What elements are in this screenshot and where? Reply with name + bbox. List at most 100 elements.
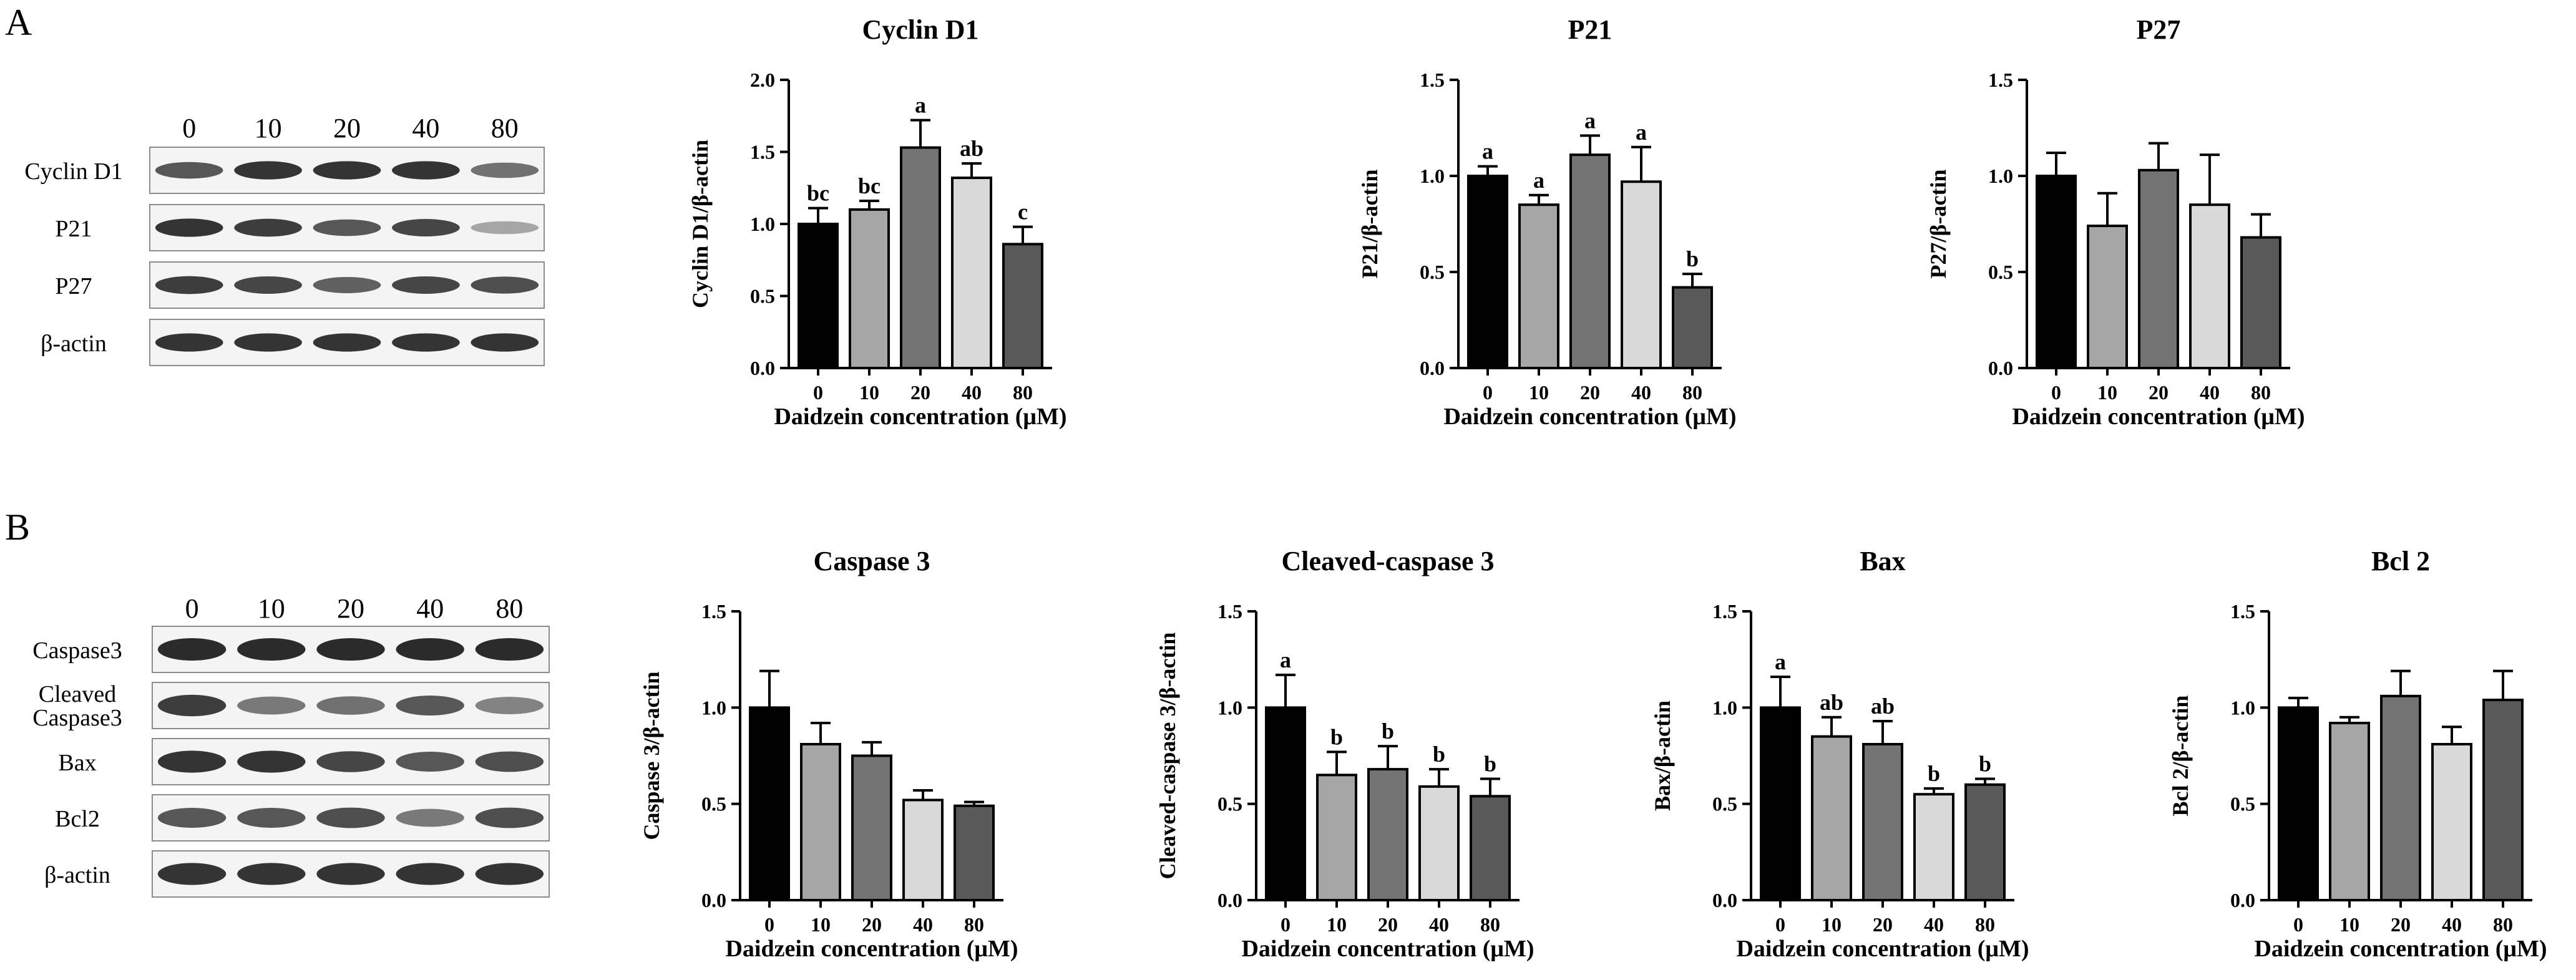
panel-letter-b: B: [5, 507, 30, 548]
y-tick-label: 1.5: [1420, 69, 1445, 91]
bar-chart: Caspase 3 0.0 0.5 1.0 1.5 Caspase 3/β-actin 0 1…: [639, 546, 1018, 962]
blot-band: [471, 162, 539, 178]
lane-label: 20: [333, 113, 361, 143]
blot-band: [392, 219, 460, 236]
chart-title: Bax: [1860, 546, 1905, 576]
y-tick-label: 1.5: [701, 600, 726, 623]
blot-band: [157, 694, 227, 717]
chart-title: Bcl 2: [2371, 546, 2430, 576]
blot-row-label: P27: [55, 273, 92, 299]
x-axis-label: Daidzein concentration (μM): [725, 936, 1018, 962]
bar: [849, 208, 890, 369]
x-tick-label: 20: [1378, 913, 1398, 936]
blot-band: [155, 162, 223, 179]
y-tick-label: 0.0: [750, 357, 775, 379]
bar: [1367, 768, 1408, 902]
lane-label: 0: [182, 113, 196, 143]
y-tick-label: 1.5: [750, 141, 775, 163]
bar: [2278, 706, 2319, 902]
x-axis-label: Daidzein concentration (μM): [2012, 404, 2305, 430]
bar: [2380, 694, 2421, 902]
bar: [1265, 706, 1306, 902]
bar: [2189, 203, 2230, 369]
chart-title: P27: [2137, 14, 2181, 45]
x-tick-label: 80: [1975, 913, 1995, 936]
blot-row-label: P21: [55, 216, 92, 242]
y-tick-label: 1.0: [1712, 696, 1737, 719]
significance-letter: a: [1482, 139, 1493, 164]
bar: [1672, 286, 1713, 370]
x-axis-label: Daidzein concentration (μM): [1443, 404, 1736, 430]
x-axis-label: Daidzein concentration (μM): [2254, 936, 2547, 962]
bar: [2240, 236, 2281, 369]
x-tick-label: 10: [1529, 381, 1549, 404]
bar: [1316, 774, 1357, 902]
x-tick-label: 10: [859, 381, 879, 404]
significance-letter: b: [1484, 752, 1496, 777]
significance-letter: b: [1686, 246, 1699, 271]
bar: [1002, 243, 1043, 369]
y-axis-label: Caspase 3/β-actin: [639, 672, 664, 840]
x-tick-label: 80: [1480, 913, 1500, 936]
significance-letter: a: [1636, 120, 1647, 145]
bar: [900, 146, 941, 369]
x-tick-label: 0: [1775, 913, 1785, 936]
blot-band: [313, 277, 381, 293]
y-tick-label: 0.5: [1988, 261, 2013, 283]
bar: [1470, 795, 1511, 901]
x-tick-label: 80: [2251, 381, 2271, 404]
x-tick-label: 40: [2200, 381, 2220, 404]
y-tick-label: 1.0: [701, 696, 726, 719]
blot-band: [392, 276, 460, 294]
blot-band: [316, 696, 385, 715]
bar: [2482, 698, 2524, 902]
blot-band: [316, 638, 385, 661]
bar: [798, 223, 839, 369]
y-axis-label: P21/β-actin: [1357, 170, 1382, 279]
bar-chart: P21 0.0 0.5 1.0 1.5 P21/β-actin 0 a 10 a 20 a 40 a 80 b…: [1357, 14, 1737, 430]
y-tick-label: 0.5: [701, 793, 726, 815]
significance-letter: c: [1018, 200, 1028, 225]
blot-band: [316, 751, 385, 772]
lane-label: 20: [337, 593, 364, 624]
y-axis-label: Cleaved-caspase 3/β-actin: [1155, 633, 1180, 880]
blot-band: [313, 219, 381, 236]
blot-band: [316, 807, 385, 828]
y-tick-label: 0.5: [750, 285, 775, 308]
y-tick-label: 1.0: [1420, 165, 1445, 187]
lane-label: 40: [412, 113, 439, 143]
bar: [1913, 793, 1954, 901]
bar: [749, 706, 790, 902]
western-blot-b: 0 10 20 40 80Caspase3CleavedCaspase3BaxBcl2β…: [32, 593, 550, 898]
bar-chart: Cyclin D1 0.0 0.5 1.0 1.5 2.0 Cyclin D1/β-acti…: [688, 14, 1067, 430]
significance-letter: b: [1979, 752, 1991, 777]
chart-title: Cleaved-caspase 3: [1282, 546, 1495, 576]
blot-row-label: Cyclin D1: [24, 158, 122, 185]
blot-band: [155, 276, 223, 294]
x-tick-label: 40: [2442, 913, 2462, 936]
blot-band: [475, 697, 544, 714]
bar: [954, 804, 995, 901]
y-tick-label: 1.0: [750, 213, 775, 235]
y-axis-label: Bcl 2/β-actin: [2168, 696, 2193, 817]
significance-letter: a: [915, 93, 926, 118]
blot-band: [396, 752, 464, 772]
blot-band: [475, 638, 544, 661]
bar: [951, 177, 992, 369]
blot-band: [234, 276, 302, 294]
bar: [2329, 722, 2370, 901]
y-axis-label: Cyclin D1/β-actin: [688, 140, 713, 308]
y-tick-label: 1.0: [1988, 165, 2013, 187]
x-tick-label: 10: [2097, 381, 2117, 404]
blot-band: [475, 751, 544, 772]
blot-band: [313, 333, 381, 352]
blot-band: [237, 638, 306, 661]
x-tick-label: 0: [1281, 913, 1290, 936]
y-axis-label: P27/β-actin: [1926, 170, 1951, 279]
x-tick-label: 10: [2339, 913, 2359, 936]
chart-title: Cyclin D1: [862, 14, 979, 45]
y-tick-label: 0.0: [1420, 357, 1445, 379]
x-tick-label: 80: [964, 913, 984, 936]
y-tick-label: 1.5: [2230, 600, 2255, 623]
blot-band: [392, 161, 460, 180]
